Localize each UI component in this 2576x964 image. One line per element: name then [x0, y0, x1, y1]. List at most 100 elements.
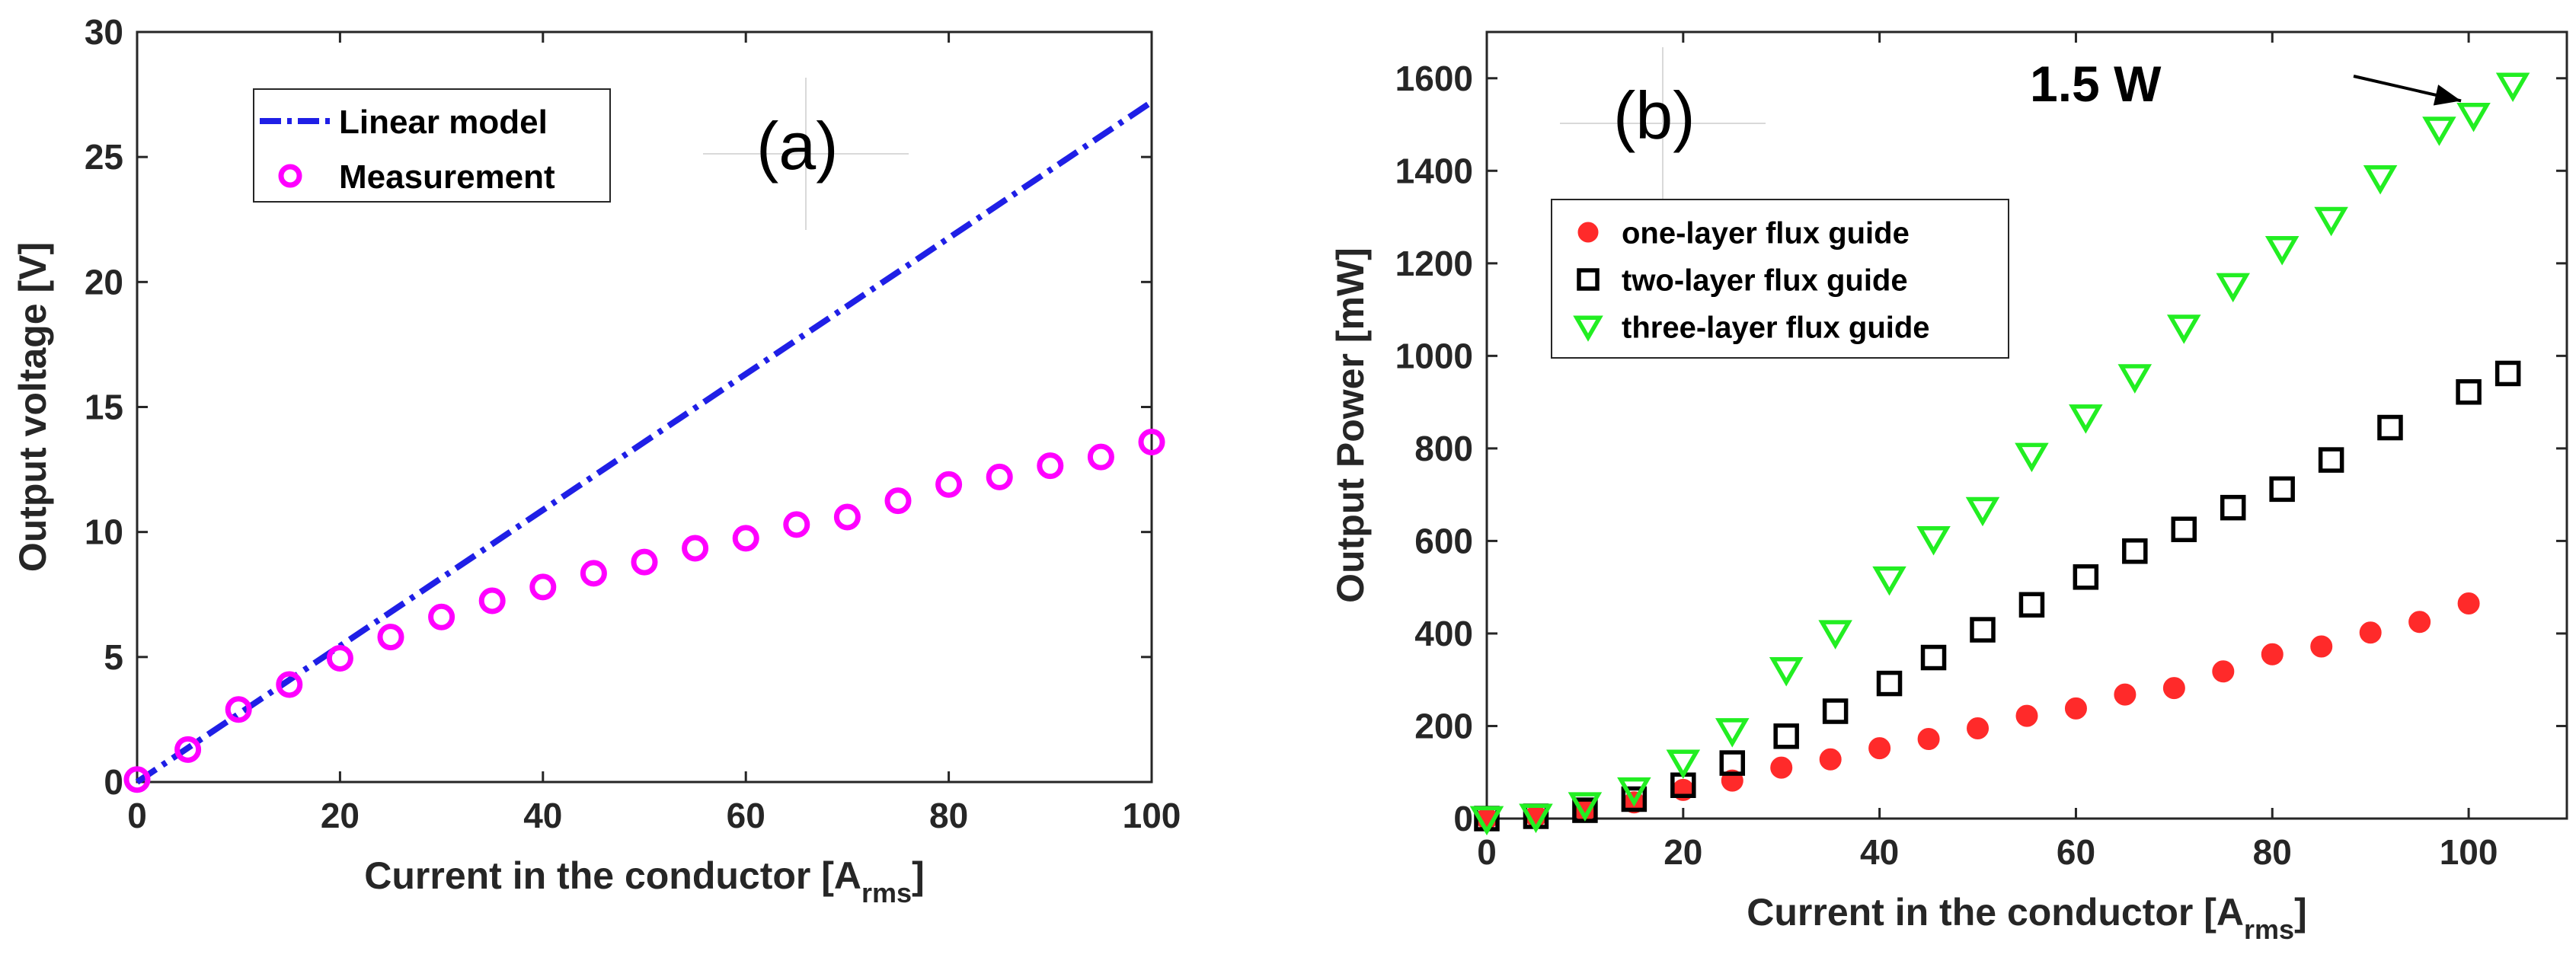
- data-point: [2122, 538, 2148, 564]
- x-tick-label-a: 20: [321, 796, 360, 835]
- data-point: [2457, 592, 2480, 614]
- data-point: [1621, 786, 1648, 812]
- x-tick-label-b: 100: [2440, 832, 2498, 872]
- plot-area-b: [1485, 30, 2568, 820]
- chart-panel-b: 0 20 40 60 80 1000200400600800100012001400160…: [1329, 30, 2568, 945]
- data-point: [1819, 748, 1842, 771]
- data-point: [1087, 443, 1114, 471]
- x-tick-label-b: 60: [2057, 832, 2095, 872]
- x-axis-label-main: Current in the conductor [A: [364, 854, 861, 897]
- x-tick-label-a: 80: [929, 796, 968, 835]
- data-point: [884, 487, 912, 515]
- annotation-text: 1.5 W: [2030, 56, 2162, 112]
- x-axis-label-end: ]: [2294, 891, 2307, 934]
- data-point: [1770, 756, 1793, 779]
- chart-panel-a: 0 20 40 60 80 100 0 5 10 15 20 25 30 Current in the c…: [11, 12, 1181, 908]
- annotation-1-5w: 1.5 W: [2030, 56, 2462, 112]
- data-point: [2064, 697, 2087, 720]
- y-tick-label-a: 10: [85, 512, 123, 552]
- legend-swatch-marker: [278, 164, 302, 188]
- data-point: [2073, 564, 2099, 590]
- data-point: [2171, 516, 2197, 542]
- data-point: [1876, 670, 1903, 697]
- data-point: [1967, 717, 1990, 740]
- data-point: [2015, 704, 2038, 727]
- series-a-0: [135, 99, 1154, 785]
- x-axis-label-a: Current in the conductor [Arms]: [364, 854, 924, 908]
- y-axis-label-a: Output voltage [V]: [11, 242, 54, 572]
- data-point: [2408, 611, 2431, 634]
- data-point: [2018, 592, 2045, 618]
- y-tick-label-b: 200: [1414, 706, 1473, 745]
- x-axis-label-b: Current in the conductor [Arms]: [1747, 891, 2306, 945]
- data-point: [1769, 656, 1804, 687]
- data-point: [2363, 165, 2398, 195]
- data-point: [2216, 273, 2250, 303]
- legend-box: [253, 88, 611, 203]
- data-point: [2015, 442, 2049, 473]
- data-point: [1469, 806, 1504, 836]
- series-b-2: [1469, 72, 2530, 836]
- panel-label-a: (a): [756, 108, 839, 184]
- data-point: [326, 644, 353, 672]
- data-point: [478, 587, 506, 614]
- data-point: [2456, 378, 2482, 405]
- y-tick-label-b: 800: [1414, 429, 1473, 468]
- series-b-1: [1474, 360, 2521, 832]
- data-point: [2212, 660, 2235, 683]
- data-point: [1872, 566, 1906, 596]
- x-tick-label-a: 40: [523, 796, 562, 835]
- data-point: [1916, 525, 1951, 556]
- legend-entry-label: Linear model: [339, 104, 548, 141]
- data-point: [1822, 698, 1849, 724]
- legend-swatch-marker: [1573, 315, 1603, 342]
- x-axis-label-sub: rms: [2244, 914, 2294, 945]
- data-point: [529, 573, 557, 601]
- annotation-arrow-head: [2433, 85, 2462, 106]
- data-point: [428, 603, 455, 630]
- data-point: [1965, 496, 2000, 527]
- data-point: [2269, 476, 2295, 503]
- data-point: [1719, 750, 1746, 776]
- data-point: [2264, 235, 2300, 266]
- legend-a: Linear model Measurement: [253, 88, 611, 203]
- y-axis-label-b: Output Power [mW]: [1329, 247, 1372, 603]
- data-point: [1519, 803, 1553, 834]
- y-tick-label-a: 5: [104, 637, 123, 677]
- series-a-1: [123, 428, 1165, 793]
- data-point: [2114, 683, 2137, 706]
- data-point: [174, 736, 202, 763]
- y-tick-label-b: 1000: [1395, 336, 1473, 375]
- data-point: [2377, 414, 2403, 441]
- legend-swatch-marker: [1577, 268, 1600, 291]
- data-point: [2495, 72, 2530, 102]
- legend-box: [1551, 199, 2009, 359]
- data-point: [1715, 718, 1750, 748]
- data-point: [1666, 749, 1701, 779]
- y-tick-label-b: 1600: [1395, 59, 1473, 98]
- series-line-linear-model: [135, 99, 1154, 785]
- x-tick-label-b: 40: [1860, 832, 1899, 872]
- y-tick-label-a: 0: [104, 762, 123, 802]
- data-point: [2162, 677, 2185, 700]
- data-point: [1568, 792, 1603, 822]
- data-point: [986, 463, 1013, 490]
- data-point: [833, 503, 861, 531]
- x-tick-label-b: 20: [1664, 832, 1702, 872]
- y-tick-label-a: 20: [85, 262, 123, 302]
- data-point: [2166, 314, 2201, 344]
- data-point: [682, 535, 709, 562]
- data-point: [377, 624, 404, 651]
- x-tick-label-a: 0: [127, 796, 147, 835]
- data-point: [123, 766, 151, 793]
- data-point: [2456, 102, 2491, 132]
- legend-entry-label: three-layer flux guide: [1622, 311, 1930, 344]
- x-axis-label-end: ]: [912, 854, 925, 897]
- data-point: [580, 560, 607, 587]
- y-tick-label-b: 0: [1453, 799, 1473, 838]
- legend-entry-label: one-layer flux guide: [1622, 216, 1910, 250]
- legend-entry-label: Measurement: [339, 158, 555, 196]
- x-axis-label-sub: rms: [861, 877, 912, 908]
- y-tick-label-b: 1400: [1395, 151, 1473, 190]
